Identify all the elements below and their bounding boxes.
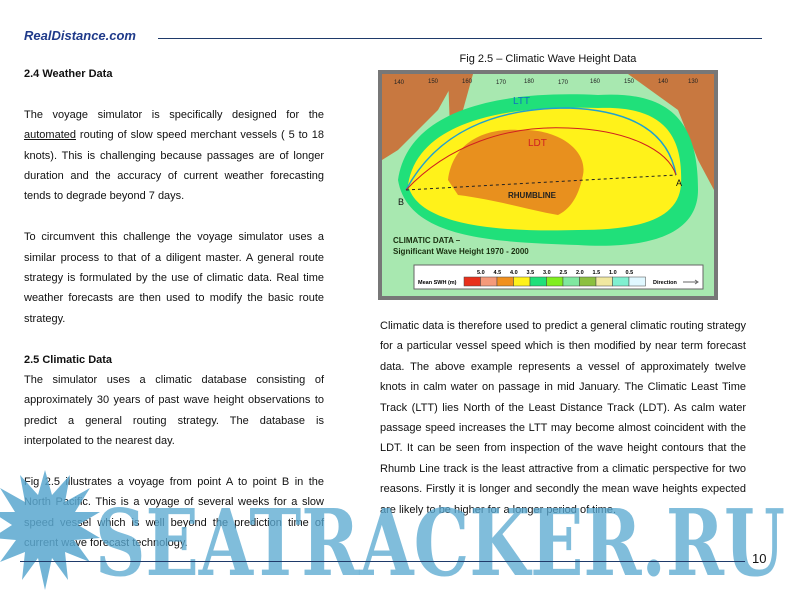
wave-height-map: 140 150 160 170 180 170 160 150 140 130 … bbox=[378, 70, 718, 300]
legend-swatches: 5.0 4.5 4.0 3.5 3.0 2.5 2.0 1.5 1.0 0.5 bbox=[463, 270, 646, 287]
legend-value: 4.5 bbox=[494, 270, 502, 276]
legend-swatch bbox=[595, 276, 613, 287]
legend-swatch bbox=[529, 276, 547, 287]
longitude-labels: 140 150 160 170 180 170 160 150 140 130 bbox=[394, 79, 699, 86]
legend-value: 3.0 bbox=[543, 270, 551, 276]
paragraph: The voyage simulator is specifically des… bbox=[24, 108, 324, 121]
rhumbline-label: RHUMBLINE bbox=[508, 191, 557, 200]
lon-label: 150 bbox=[624, 79, 635, 85]
direction-label: Direction bbox=[653, 280, 677, 286]
legend-swatch bbox=[628, 276, 646, 287]
direction-arrow-icon bbox=[683, 279, 699, 285]
lon-label: 160 bbox=[462, 79, 473, 85]
lon-label: 170 bbox=[496, 80, 507, 86]
legend-swatch bbox=[546, 276, 564, 287]
lon-label: 160 bbox=[590, 79, 601, 85]
legend-value: 1.5 bbox=[593, 270, 601, 276]
legend-value: 4.0 bbox=[510, 270, 518, 276]
paragraph: The simulator uses a climatic database c… bbox=[24, 374, 324, 448]
legend-value: 2.5 bbox=[560, 270, 568, 276]
figure-caption: Fig 2.5 – Climatic Wave Height Data bbox=[459, 53, 637, 65]
ldt-route bbox=[405, 127, 677, 191]
ltt-label: LTT bbox=[513, 96, 530, 107]
legend-value: 2.0 bbox=[576, 270, 584, 276]
point-b-label: B bbox=[398, 197, 404, 207]
legend-value: 5.0 bbox=[477, 270, 485, 276]
lon-label: 180 bbox=[524, 79, 535, 85]
lon-label: 150 bbox=[428, 79, 439, 85]
lon-label: 140 bbox=[658, 79, 669, 85]
legend-value: 1.0 bbox=[609, 270, 617, 276]
paragraph: To circumvent this challenge the voyage … bbox=[24, 231, 324, 325]
ltt-route bbox=[405, 107, 677, 191]
legend-swatch bbox=[612, 276, 630, 287]
paragraph: routing of slow speed merchant vessels (… bbox=[24, 129, 324, 203]
point-a-label: A bbox=[676, 178, 682, 188]
legend-swatch bbox=[496, 276, 514, 287]
paragraph: Climatic data is therefore used to predi… bbox=[380, 320, 746, 516]
section-title: 2.4 Weather Data bbox=[24, 68, 113, 80]
lon-label: 170 bbox=[558, 80, 569, 86]
legend-swatch bbox=[480, 276, 498, 287]
legend-value: 3.5 bbox=[527, 270, 535, 276]
page-number: 10 bbox=[752, 551, 767, 566]
site-name: RealDistance.com bbox=[24, 28, 136, 43]
left-column: 2.4 Weather Data The voyage simulator is… bbox=[24, 64, 324, 574]
lon-label: 130 bbox=[688, 79, 699, 85]
legend-swatch bbox=[562, 276, 580, 287]
lon-label: 140 bbox=[394, 80, 405, 86]
map-subtitle: Significant Wave Height 1970 - 2000 bbox=[393, 247, 529, 256]
legend-label: Mean SWH (m) bbox=[418, 280, 457, 286]
map-title: CLIMATIC DATA – bbox=[393, 236, 461, 245]
legend-swatch bbox=[513, 276, 531, 287]
legend-swatch bbox=[579, 276, 597, 287]
right-column: Climatic data is therefore used to predi… bbox=[380, 316, 746, 540]
ldt-label: LDT bbox=[528, 138, 547, 149]
legend-swatch bbox=[463, 276, 481, 287]
map-svg: 140 150 160 170 180 170 160 150 140 130 … bbox=[382, 74, 714, 296]
legend-value: 0.5 bbox=[626, 270, 634, 276]
footer-rule bbox=[20, 561, 745, 562]
header-rule bbox=[158, 38, 762, 39]
paragraph: Fig 2.5 illustrates a voyage from point … bbox=[24, 476, 324, 550]
section-title: 2.5 Climatic Data bbox=[24, 353, 113, 366]
automated-link[interactable]: automated bbox=[24, 129, 76, 142]
